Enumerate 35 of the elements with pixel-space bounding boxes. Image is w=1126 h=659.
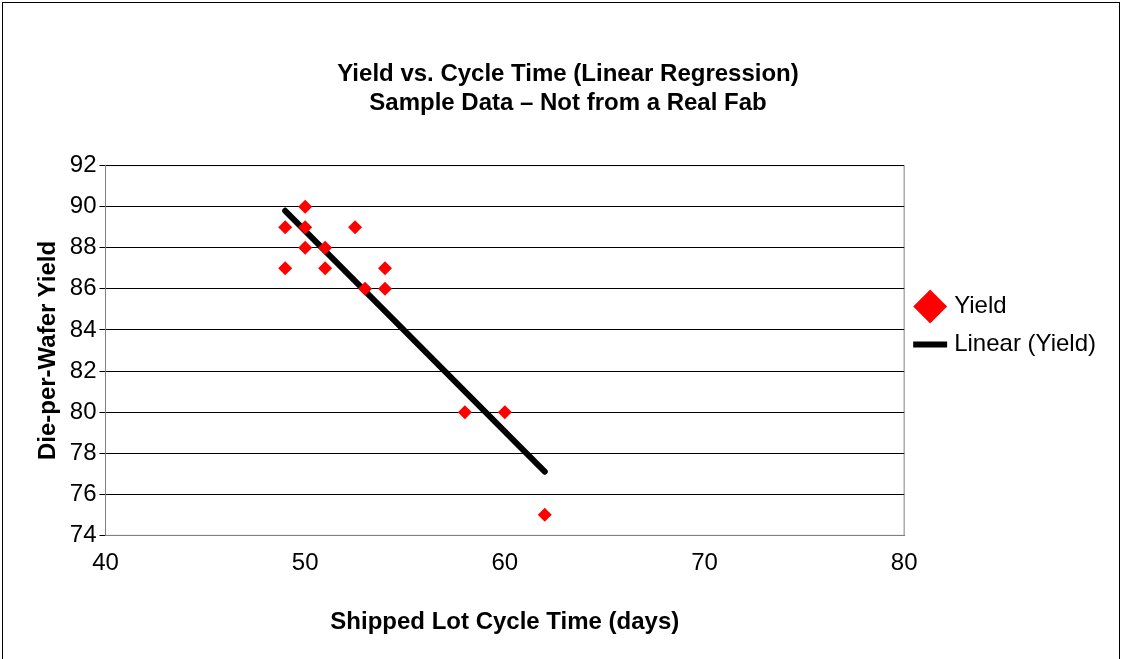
y-tick-label: 78: [69, 437, 97, 465]
y-tick-label: 82: [69, 355, 97, 383]
point: [348, 220, 363, 235]
y-tick-label: 74: [69, 520, 97, 548]
y-tick-label: 80: [69, 396, 97, 424]
point: [497, 405, 512, 420]
point: [358, 281, 373, 296]
x-axis-title: Shipped Lot Cycle Time (days): [330, 607, 680, 635]
y-tick-label: 76: [69, 478, 97, 506]
point: [457, 405, 472, 420]
point: [278, 261, 293, 276]
point: [318, 240, 333, 255]
y-tick-label: 88: [69, 232, 97, 260]
y-tick-label: 84: [69, 314, 97, 342]
y-tick-label: 86: [69, 273, 97, 301]
chart-subtitle: Sample Data – Not from a Real Fab: [369, 87, 767, 115]
legend-label: Linear (Yield): [954, 329, 1096, 357]
x-tick-label: 60: [491, 548, 519, 576]
legend-label: Yield: [954, 291, 1007, 319]
x-tick-label: 50: [291, 548, 319, 576]
point: [298, 220, 313, 235]
x-tick-label: 70: [691, 548, 718, 576]
point: [537, 507, 552, 522]
y-tick-label: 92: [69, 150, 97, 178]
chart-title: Yield vs. Cycle Time (Linear Regression): [337, 59, 799, 87]
point: [298, 199, 313, 214]
point: [318, 261, 333, 276]
y-axis-title: Die-per-Wafer Yield: [33, 240, 61, 461]
x-tick-label: 80: [890, 548, 918, 576]
y-tick-label: 90: [69, 191, 97, 219]
point: [298, 240, 313, 255]
point: [278, 220, 293, 235]
x-tick-label: 40: [92, 548, 119, 576]
point: [378, 261, 393, 276]
point: [378, 281, 393, 296]
